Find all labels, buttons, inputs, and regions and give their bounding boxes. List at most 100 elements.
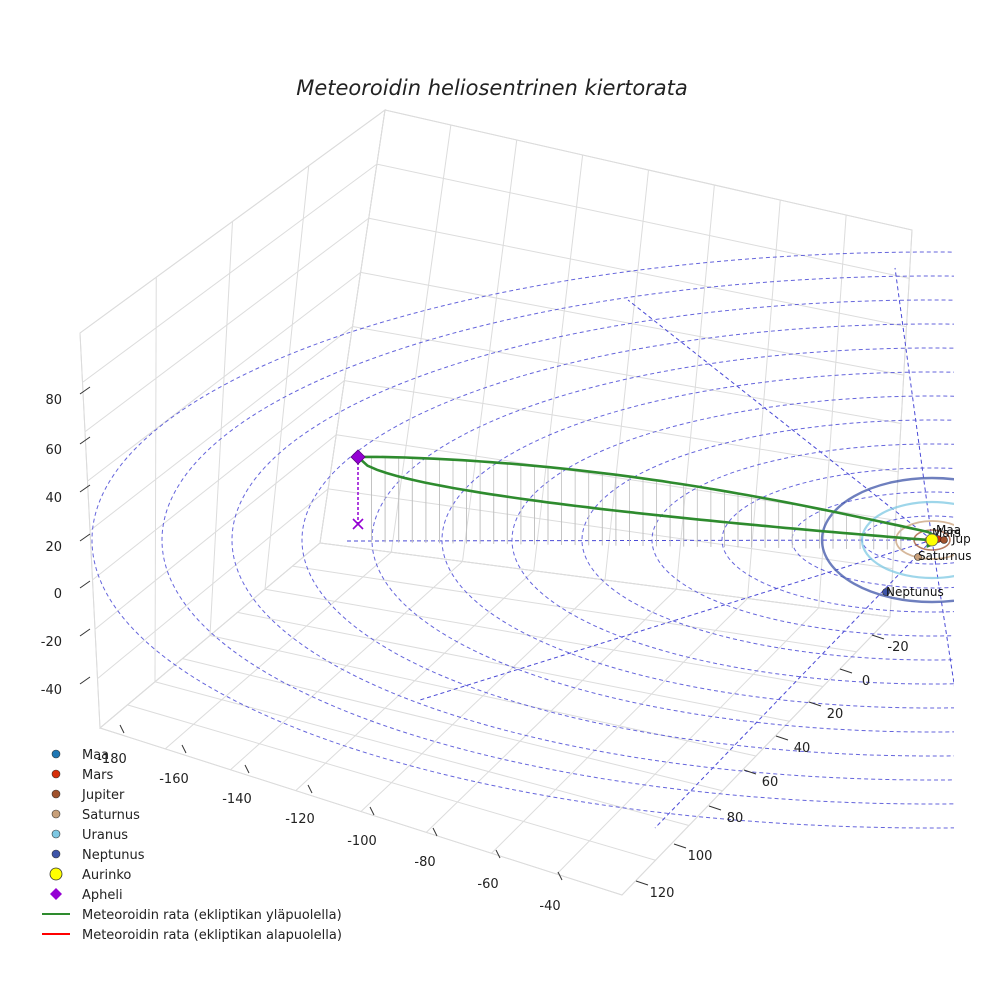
z-tick-mark xyxy=(79,533,91,542)
x-tick-label: -180 xyxy=(97,752,127,767)
z-tick-label: 20 xyxy=(45,540,62,555)
grid-line xyxy=(889,229,913,618)
planet-orbit xyxy=(820,476,954,604)
legend-label: Meteoroidin rata (ekliptikan yläpuolella… xyxy=(82,908,342,923)
z-tick-label: 80 xyxy=(45,393,62,408)
grid-line xyxy=(390,124,452,553)
grid-line xyxy=(425,588,677,833)
legend-marker xyxy=(50,888,62,900)
ecliptic-ring xyxy=(651,443,954,637)
chart-title: Meteoroidin heliosentrinen kiertorata xyxy=(296,76,688,100)
y-tick-mark xyxy=(775,735,789,741)
planet-marker xyxy=(882,588,890,596)
legend-marker xyxy=(51,789,61,799)
legend-label: Aurinko xyxy=(82,868,131,883)
y-axis-ticks: -20 0 20 40 60 80 100 120 xyxy=(635,634,909,901)
ecliptic-ring xyxy=(371,347,954,733)
legend: Maa Mars Jupiter Saturnus Uranus Neptunus Auri… xyxy=(42,748,342,943)
z-tick-label: 0 xyxy=(54,587,62,602)
y-tick-label: -20 xyxy=(887,640,908,655)
x-tick-label: -40 xyxy=(539,899,560,914)
grid-line xyxy=(164,551,392,750)
grid-line xyxy=(209,221,233,636)
x-tick-label: -120 xyxy=(285,812,315,827)
ecliptic-spoke xyxy=(931,539,954,687)
y-tick-mark xyxy=(673,843,687,849)
x-tick-label: -80 xyxy=(414,855,435,870)
z-tick-label: -20 xyxy=(41,635,62,650)
ecliptic-ring xyxy=(301,323,954,757)
ecliptic-ring xyxy=(511,395,954,685)
y-tick-mark xyxy=(743,769,757,775)
legend-label: Mars xyxy=(82,768,114,783)
y-tick-label: 40 xyxy=(794,741,811,756)
y-tick-label: 80 xyxy=(727,811,744,826)
x-tick-label: -140 xyxy=(222,792,252,807)
legend-label: Maa xyxy=(82,748,109,763)
grid-line xyxy=(99,542,321,729)
legend-label: Neptunus xyxy=(82,848,145,863)
x-axis-ticks: -180 -160 -140 -120 -100 -80 -60 -40 xyxy=(97,724,563,914)
z-tick-mark xyxy=(79,676,91,685)
planet-label: Maa xyxy=(936,523,961,537)
aphelion-projection-marker xyxy=(352,518,364,530)
x-tick-label: -160 xyxy=(159,772,189,787)
ecliptic-ring xyxy=(791,491,954,589)
z-tick-mark xyxy=(79,484,91,493)
legend-label: Saturnus xyxy=(82,808,140,823)
planet-orbit xyxy=(895,520,954,560)
sun-marker xyxy=(925,533,939,547)
x-tick-mark xyxy=(181,744,187,754)
legend-marker xyxy=(51,829,61,839)
x-tick-mark xyxy=(557,871,563,881)
x-tick-mark xyxy=(369,806,375,816)
x-tick-mark xyxy=(432,827,438,837)
planet-marker xyxy=(940,536,948,544)
grid-line xyxy=(556,607,820,875)
grid-line xyxy=(818,214,847,608)
y-tick-label: 20 xyxy=(827,707,844,722)
planet-label: Neptunus xyxy=(886,585,944,599)
x-tick-mark xyxy=(244,764,250,774)
legend-label: Apheli xyxy=(82,888,123,903)
z-axis-ticks: -40 -20 0 20 40 60 80 xyxy=(41,386,91,698)
planet-marker xyxy=(914,553,922,561)
y-tick-mark xyxy=(808,701,822,707)
y-tick-mark xyxy=(871,634,885,640)
x-tick-mark xyxy=(119,724,125,734)
legend-label: Jupiter xyxy=(81,788,125,803)
grid-line xyxy=(491,598,748,854)
ecliptic-ring xyxy=(91,251,954,829)
grid-line xyxy=(621,616,891,896)
x-tick-label: -60 xyxy=(477,877,498,892)
grid-line xyxy=(747,199,781,599)
planet-label: Saturnus xyxy=(918,549,971,563)
z-tick-label: 60 xyxy=(45,443,62,458)
y-tick-label: 60 xyxy=(762,775,779,790)
grid-line xyxy=(264,165,310,590)
z-tick-mark xyxy=(79,386,91,395)
ecliptic-spoke xyxy=(654,539,933,829)
grid-line xyxy=(604,169,649,581)
grid-line xyxy=(675,184,715,590)
legend-label: Uranus xyxy=(82,828,128,843)
y-tick-label: 0 xyxy=(862,674,870,689)
ecliptic-grid xyxy=(91,251,954,829)
planet-orbit xyxy=(860,500,954,580)
y-tick-mark xyxy=(635,880,649,886)
planet-label: Mars xyxy=(932,526,961,540)
ecliptic-ring xyxy=(441,371,954,709)
z-tick-mark xyxy=(79,628,91,637)
y-tick-mark xyxy=(708,805,722,811)
z-tick-label: -40 xyxy=(41,683,62,698)
grid-line xyxy=(79,332,101,729)
z-tick-label: 40 xyxy=(45,491,62,506)
z-tick-mark xyxy=(79,580,91,589)
grid-line xyxy=(319,109,386,544)
legend-marker xyxy=(51,809,61,819)
z-tick-mark xyxy=(79,436,91,445)
grid-line xyxy=(360,579,606,812)
y-tick-label: 120 xyxy=(650,886,675,901)
